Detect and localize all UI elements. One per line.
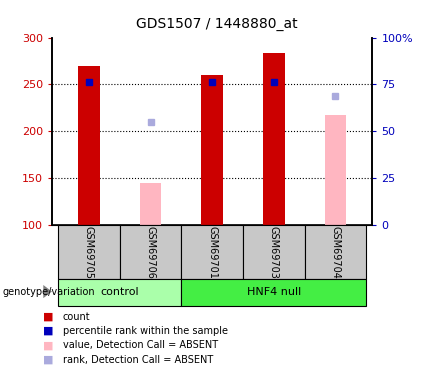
Bar <box>78 66 100 225</box>
Text: ■: ■ <box>43 340 54 350</box>
Text: HNF4 null: HNF4 null <box>247 287 301 297</box>
Text: ■: ■ <box>43 326 54 336</box>
Text: GSM69705: GSM69705 <box>84 226 94 279</box>
Bar <box>243 225 304 279</box>
Text: GDS1507 / 1448880_at: GDS1507 / 1448880_at <box>136 17 297 31</box>
Text: ■: ■ <box>43 312 54 322</box>
Text: count: count <box>63 312 90 322</box>
Bar <box>263 53 284 225</box>
Bar <box>304 225 366 279</box>
Bar <box>58 279 181 306</box>
Text: value, Detection Call = ABSENT: value, Detection Call = ABSENT <box>63 340 218 350</box>
Bar <box>58 225 120 279</box>
Text: GSM69704: GSM69704 <box>330 226 340 279</box>
Text: control: control <box>100 287 139 297</box>
Text: GSM69701: GSM69701 <box>207 226 217 279</box>
Bar <box>325 116 346 225</box>
Bar <box>181 279 366 306</box>
Polygon shape <box>43 285 52 298</box>
Bar <box>120 225 181 279</box>
Bar <box>181 225 243 279</box>
Text: genotype/variation: genotype/variation <box>2 287 95 297</box>
Text: percentile rank within the sample: percentile rank within the sample <box>63 326 228 336</box>
Text: rank, Detection Call = ABSENT: rank, Detection Call = ABSENT <box>63 355 213 364</box>
Text: GSM69706: GSM69706 <box>145 226 155 279</box>
Bar <box>140 183 162 225</box>
Text: GSM69703: GSM69703 <box>269 226 279 279</box>
Bar <box>201 75 223 225</box>
Text: ■: ■ <box>43 355 54 364</box>
